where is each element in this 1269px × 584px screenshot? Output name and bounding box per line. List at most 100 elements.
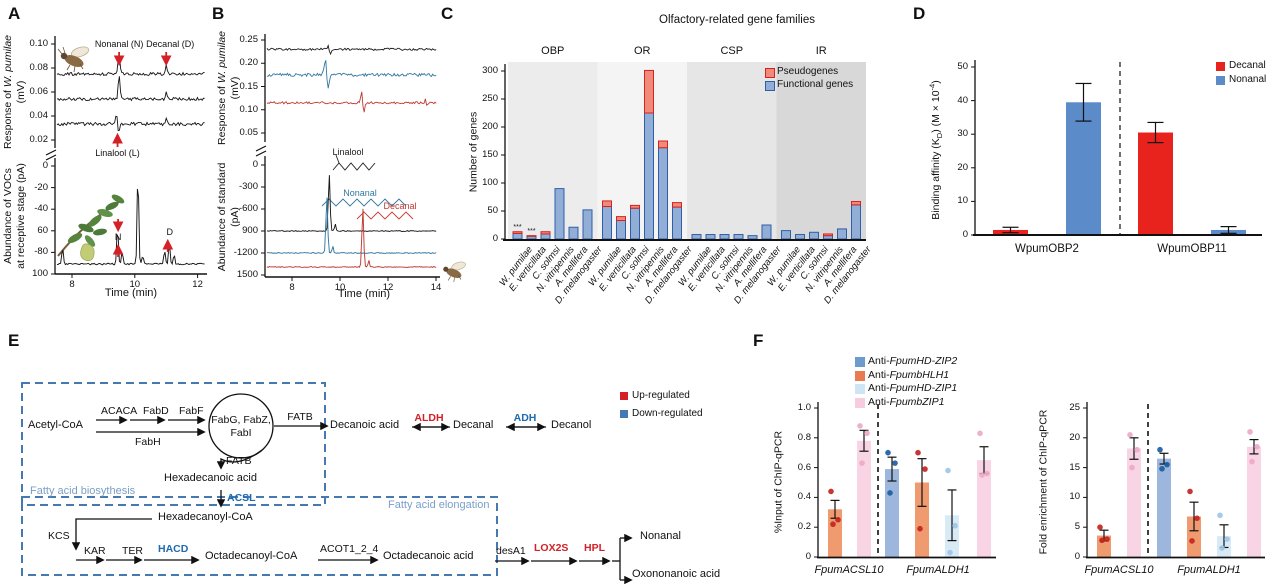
legend-swatch [620, 410, 628, 418]
bar-pseudogenes [512, 231, 523, 234]
bar-functional [582, 209, 593, 240]
y-tick-label: 0.10 [29, 38, 49, 49]
x-tick-label: 12 [382, 282, 394, 293]
panelD-ylabel: Binding affinity (KD) (M × 10-4) [928, 80, 945, 219]
bar-pseudogenes [540, 231, 551, 235]
data-point [1247, 429, 1253, 435]
peak-label: D [166, 227, 174, 237]
y-tick-label: 900 [242, 225, 258, 236]
legend-swatch [855, 357, 865, 367]
data-point [984, 470, 990, 477]
bar-functional [602, 206, 612, 240]
bar [977, 460, 991, 557]
legend-label: Decanal [1229, 60, 1266, 71]
legend-swatch [855, 370, 865, 381]
enzyme-ter: TER [122, 545, 143, 557]
bar-functional [630, 207, 640, 240]
panelF-right-ylabel: Fold enrichment of ChIP-qPCR [1037, 409, 1050, 555]
y-tick-label: 100 [32, 268, 48, 279]
enzyme-hacd: HACD [158, 543, 189, 555]
bar-functional [568, 226, 579, 240]
enzyme-fabd: FabD [143, 405, 169, 417]
y-tick-label: 0.04 [29, 110, 49, 121]
y-tick-label: -1200 [233, 247, 258, 258]
bar-pseudogenes [823, 233, 833, 237]
gc-trace [56, 188, 205, 266]
y-tick-label: 0.6 [797, 461, 811, 473]
data-point [979, 472, 985, 478]
wasp-icon [57, 46, 90, 73]
data-point [1217, 512, 1223, 519]
bar [885, 469, 899, 557]
data-point [1219, 545, 1225, 551]
enzyme-fab-cycle-1: FabG, FabZ, [211, 414, 271, 426]
data-point [947, 549, 953, 556]
enzyme-fab-cycle-2: FabI [230, 427, 252, 439]
bar-functional [719, 234, 730, 240]
y-tick-label: 250 [482, 93, 498, 104]
enzyme-fabf: FabF [179, 405, 204, 417]
ylabel-sup: -4 [927, 83, 937, 91]
legend-label: Anti-FpumHD-ZIP2 [868, 355, 958, 367]
data-point [864, 430, 870, 437]
data-point [828, 488, 834, 495]
enzyme-fatb-right: FATB [287, 411, 313, 423]
y-tick-label: 0.15 [239, 80, 259, 92]
bar [1127, 448, 1141, 557]
node-hexadecanoic-acid: Hexadecanoic acid [164, 472, 257, 484]
x-group-label: FpumACSL10 [814, 564, 884, 576]
data-point [859, 460, 865, 466]
gene-family-header: CSP [720, 45, 744, 57]
bar-functional [823, 235, 833, 240]
box-caption-elongation: Fatty acid elongation [388, 499, 490, 511]
y-tick-label: 10 [1069, 491, 1080, 503]
bar-pseudogenes [851, 200, 861, 206]
ylabel-text: Response of [1, 87, 14, 150]
y-tick-label: 20 [957, 161, 968, 173]
enzyme-kcs: KCS [48, 530, 70, 542]
bar-functional [512, 232, 523, 240]
gc-trace [266, 175, 437, 233]
y-tick-label: -40 [34, 203, 48, 215]
enzyme-acaca: ACACA [101, 405, 138, 417]
ead-trace [56, 76, 205, 102]
y-tick-label: 5 [1074, 521, 1080, 533]
significance-marker: *** [513, 223, 522, 231]
y-tick-label: 60 [37, 224, 48, 236]
panelC-ylabel: Number of genes [467, 111, 480, 193]
legend-swatch [855, 397, 865, 408]
ead-trace [266, 91, 437, 113]
decanal-structure [356, 211, 414, 220]
bar [1138, 132, 1173, 235]
ylabel-text: Abundance of VOCs [1, 168, 14, 264]
bar-functional [795, 234, 805, 240]
bar-pseudogenes [630, 204, 640, 209]
y-tick-label: 0.05 [239, 127, 259, 138]
data-point [917, 525, 923, 532]
ylabel-text: ) [930, 80, 943, 84]
panelA-xlabel: Time (min) [104, 287, 158, 299]
node-nonanal: Nonanal [640, 530, 681, 542]
node-decanoic-acid: Decanoic acid [330, 419, 400, 431]
y-tick-label: -80 [34, 246, 48, 258]
y-tick-label: 300 [482, 65, 498, 76]
y-tick-label: -600 [238, 203, 258, 214]
data-point [1224, 536, 1230, 542]
node-octadecanoic-acid: Octadecanoic acid [383, 550, 474, 562]
bar-pseudogenes [672, 202, 682, 208]
x-tick-label: 10 [129, 279, 141, 290]
bar-pseudogenes [658, 140, 668, 149]
bar-pseudogenes [602, 200, 612, 208]
bar-functional [616, 220, 626, 240]
y-tick-label: 30 [957, 128, 968, 140]
y-tick-label: 25 [1069, 402, 1080, 413]
bar-functional [747, 235, 758, 240]
group-band [687, 62, 777, 240]
y-tick-label: 0.06 [29, 86, 49, 97]
node-hexadecanoyl-coa: Hexadecanoyl-CoA [158, 511, 253, 523]
gene-family-header: OR [634, 45, 651, 57]
data-point [1254, 443, 1260, 450]
panel-label-c: C [441, 4, 454, 23]
data-point [952, 522, 958, 529]
panelB-xlabel: Time (min) [337, 288, 391, 300]
